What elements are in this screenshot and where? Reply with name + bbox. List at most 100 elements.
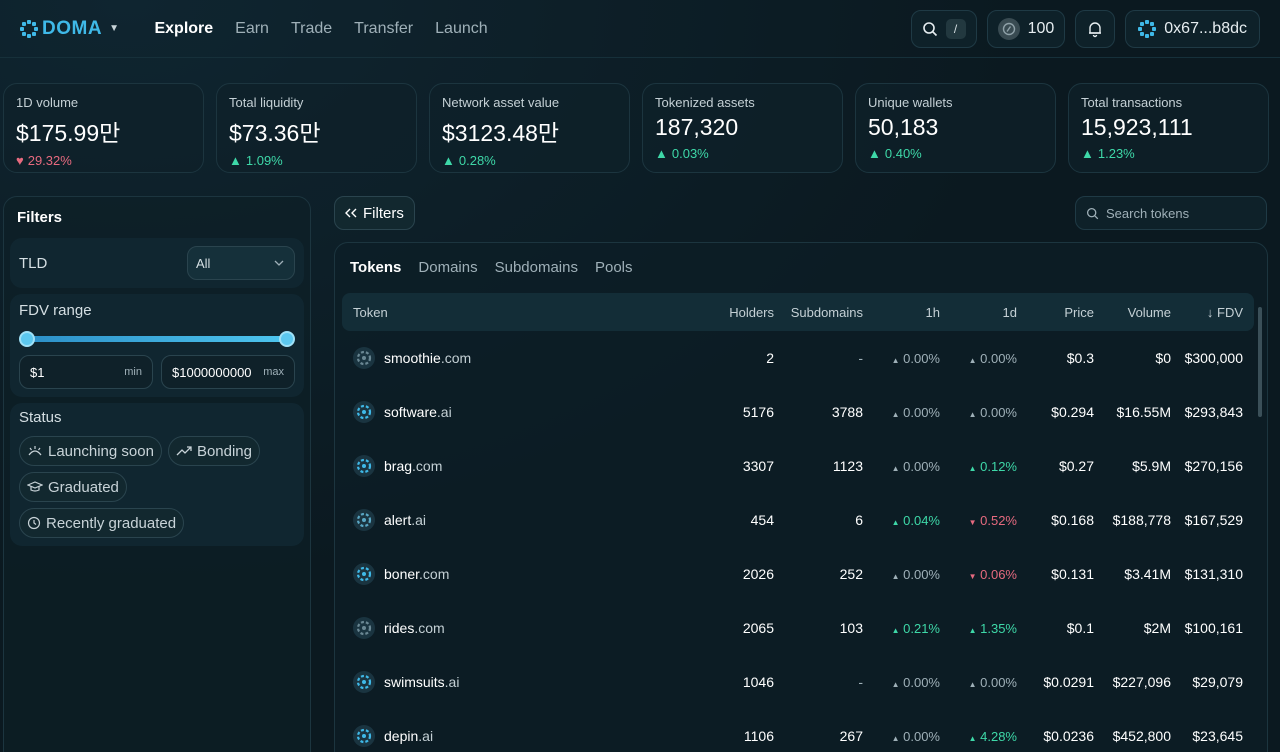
change-arrow-icon: ▲ xyxy=(968,733,977,743)
column-header-1h[interactable]: 1h xyxy=(925,304,940,320)
fdv-range-slider[interactable] xyxy=(19,331,295,347)
token-tld: .ai xyxy=(444,674,460,690)
token-cell: alert.ai xyxy=(342,509,602,531)
stat-value: 187,320 xyxy=(655,114,739,140)
double-chevron-left-icon xyxy=(345,208,357,218)
table-row[interactable]: smoothie.com 2 - ▲ 0.00% ▲ 0.00% $0.3 $0… xyxy=(342,331,1254,385)
table-row[interactable]: brag.com 3307 1123 ▲ 0.00% ▲ 0.12% $0.27… xyxy=(342,439,1254,493)
change-arrow-icon: ▲ xyxy=(891,625,900,635)
tokens-table-panel: Tokens Domains Subdomains Pools Token Ho… xyxy=(334,242,1268,752)
tab-pools[interactable]: Pools xyxy=(594,259,633,276)
slider-min-handle[interactable] xyxy=(19,331,35,347)
table-row[interactable]: alert.ai 454 6 ▲ 0.04% ▼ 0.52% $0.168 $1… xyxy=(342,493,1254,547)
change-1h-value: 0.00% xyxy=(903,674,940,690)
table-row[interactable]: depin.ai 1106 267 ▲ 0.00% ▲ 4.28% $0.023… xyxy=(342,709,1254,752)
toggle-filters-button[interactable]: Filters xyxy=(334,196,415,230)
token-tld: .com xyxy=(414,620,445,636)
table-row[interactable]: rides.com 2065 103 ▲ 0.21% ▲ 1.35% $0.1 … xyxy=(342,601,1254,655)
nav-earn[interactable]: Earn xyxy=(235,19,269,37)
volume-cell: $2M xyxy=(1143,620,1171,636)
token-icon xyxy=(353,347,375,369)
change-1h-cell: ▲ 0.00% xyxy=(863,405,940,420)
change-1d-cell: ▼ 0.52% xyxy=(940,513,1017,528)
table-row[interactable]: software.ai 5176 3788 ▲ 0.00% ▲ 0.00% $0… xyxy=(342,385,1254,439)
status-tag-launching-soon[interactable]: Launching soon xyxy=(19,436,162,466)
stat-value: $73.36만 xyxy=(229,120,321,146)
token-icon xyxy=(353,455,375,477)
stat-card-tokenized-assets: Tokenized assets 187,320 ▲ 0.03% xyxy=(642,83,843,173)
notifications-button[interactable] xyxy=(1075,9,1116,48)
token-name[interactable]: alert.ai xyxy=(384,512,426,528)
holders-cell: 3307 xyxy=(742,458,774,474)
change-1h-value: 0.00% xyxy=(903,350,940,366)
stat-change-value: 1.09% xyxy=(245,153,283,168)
table-scrollbar[interactable] xyxy=(1258,307,1262,417)
status-label: Status xyxy=(19,409,62,426)
nav-explore[interactable]: Explore xyxy=(154,19,214,37)
change-arrow-icon: ▲ xyxy=(891,733,900,743)
token-name[interactable]: depin.ai xyxy=(384,728,433,744)
column-header-subdomains[interactable]: Subdomains xyxy=(790,304,863,320)
token-cell: boner.com xyxy=(342,563,602,585)
fdv-min-input[interactable]: $1 min xyxy=(19,355,153,389)
status-tag-graduated[interactable]: Graduated xyxy=(19,472,127,502)
token-name[interactable]: rides.com xyxy=(384,620,445,636)
wallet-button[interactable]: 0x67...b8dc xyxy=(1125,9,1260,48)
global-search-button[interactable]: / xyxy=(910,9,977,48)
tld-select[interactable]: All xyxy=(187,246,295,280)
table-row[interactable]: boner.com 2026 252 ▲ 0.00% ▼ 0.06% $0.13… xyxy=(342,547,1254,601)
token-name[interactable]: boner.com xyxy=(384,566,449,582)
tab-domains[interactable]: Domains xyxy=(418,259,478,276)
tab-subdomains[interactable]: Subdomains xyxy=(494,259,578,276)
change-arrow-icon: ▲ xyxy=(891,679,900,689)
column-header-volume[interactable]: Volume xyxy=(1127,304,1171,320)
triangle-up-icon: ▲ xyxy=(655,146,668,161)
change-arrow-icon: ▲ xyxy=(891,463,900,473)
stat-label: Unique wallets xyxy=(868,95,953,110)
change-arrow-icon: ▲ xyxy=(968,679,977,689)
tld-filter: TLD All xyxy=(10,238,304,288)
token-name[interactable]: software.ai xyxy=(384,404,452,420)
subdomains-cell: 267 xyxy=(839,728,863,744)
holders-cell: 5176 xyxy=(742,404,774,420)
doma-logo[interactable]: DOMA ▼ xyxy=(20,18,119,40)
tag-label: Bonding xyxy=(196,442,252,460)
column-header-price[interactable]: Price xyxy=(1064,304,1094,320)
change-1h-cell: ▲ 0.21% xyxy=(863,621,940,636)
volume-cell: $227,096 xyxy=(1112,674,1171,690)
fdv-max-input[interactable]: $1000000000 max xyxy=(161,355,295,389)
subdomains-cell: 1123 xyxy=(832,458,863,474)
nav-transfer[interactable]: Transfer xyxy=(354,19,414,37)
table-tabs: Tokens Domains Subdomains Pools xyxy=(335,243,1267,291)
volume-cell: $5.9M xyxy=(1132,458,1171,474)
token-search-input[interactable]: Search tokens xyxy=(1075,196,1267,230)
stat-change-value: 0.40% xyxy=(884,146,922,161)
nav-trade[interactable]: Trade xyxy=(290,19,333,37)
token-name[interactable]: smoothie.com xyxy=(384,350,471,366)
token-name[interactable]: swimsuits.ai xyxy=(384,674,459,690)
stat-card-total-liquidity: Total liquidity $73.36만 ▲ 1.09% xyxy=(216,83,417,173)
column-header-token[interactable]: Token xyxy=(353,304,388,320)
stat-card-unique-wallets: Unique wallets 50,183 ▲ 0.40% xyxy=(855,83,1056,173)
slider-max-handle[interactable] xyxy=(279,331,295,347)
status-tag-recently-graduated[interactable]: Recently graduated xyxy=(19,508,185,538)
token-cell: swimsuits.ai xyxy=(342,671,602,693)
token-icon xyxy=(353,725,375,747)
token-name[interactable]: brag.com xyxy=(384,458,442,474)
column-header-1d[interactable]: 1d xyxy=(1002,304,1017,320)
status-tag-bonding[interactable]: Bonding xyxy=(167,436,260,466)
stat-card-1d-volume: 1D volume $175.99만 ♥ 29.32% xyxy=(3,83,204,173)
table-row[interactable]: swimsuits.ai 1046 - ▲ 0.00% ▲ 0.00% $0.0… xyxy=(342,655,1254,709)
column-header-fdv[interactable]: ↓ FDV xyxy=(1171,305,1243,320)
sparkle-icon xyxy=(28,446,42,456)
tab-tokens[interactable]: Tokens xyxy=(350,259,402,276)
sort-arrow-down-icon: ↓ xyxy=(1206,304,1217,320)
points-button[interactable]: 100 xyxy=(986,9,1066,48)
chevron-down-icon[interactable]: ▼ xyxy=(109,23,120,34)
column-header-holders[interactable]: Holders xyxy=(729,304,774,320)
token-name-base: swimsuits xyxy=(384,674,445,690)
change-1d-value: 0.00% xyxy=(980,404,1017,420)
token-cell: brag.com xyxy=(342,455,602,477)
nav-launch[interactable]: Launch xyxy=(435,19,488,37)
token-icon xyxy=(353,671,375,693)
